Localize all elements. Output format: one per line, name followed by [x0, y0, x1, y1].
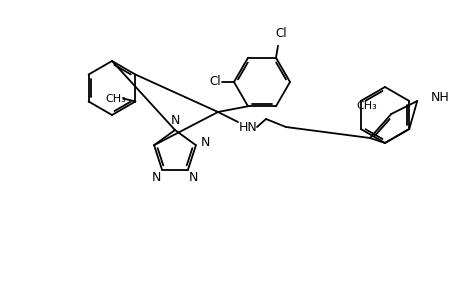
Text: HN: HN [238, 121, 257, 134]
Text: CH₃: CH₃ [105, 94, 125, 103]
Text: Cl: Cl [209, 74, 220, 88]
Text: N: N [170, 113, 179, 127]
Text: NH: NH [430, 91, 449, 103]
Text: Cl: Cl [274, 27, 286, 40]
Text: N: N [200, 136, 210, 148]
Text: N: N [151, 171, 161, 184]
Text: CH₃: CH₃ [356, 101, 376, 111]
Text: N: N [189, 171, 198, 184]
